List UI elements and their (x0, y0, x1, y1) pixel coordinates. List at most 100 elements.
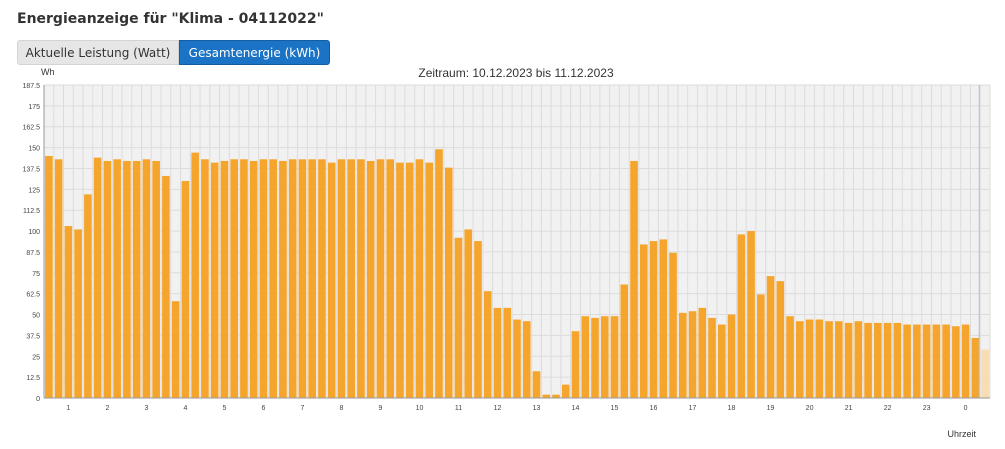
bar[interactable] (425, 162, 434, 398)
bar[interactable] (903, 324, 911, 398)
bar[interactable] (669, 252, 677, 398)
bar[interactable] (513, 319, 521, 398)
bar[interactable] (844, 322, 853, 398)
bar[interactable] (874, 322, 882, 398)
bar[interactable] (659, 239, 668, 398)
bar[interactable] (347, 159, 356, 398)
bar[interactable] (454, 237, 463, 398)
bar[interactable] (288, 159, 297, 398)
bar[interactable] (103, 160, 112, 398)
bar[interactable] (386, 159, 395, 398)
bar[interactable] (571, 331, 580, 398)
bar[interactable] (639, 244, 648, 398)
bar[interactable] (854, 321, 863, 398)
bar[interactable] (54, 159, 63, 398)
bar[interactable] (142, 159, 151, 398)
bar[interactable] (883, 322, 892, 398)
bar[interactable] (561, 384, 570, 398)
bar[interactable] (600, 316, 609, 398)
bar[interactable] (74, 229, 82, 398)
bar[interactable] (913, 324, 921, 398)
bar[interactable] (435, 149, 443, 398)
bar[interactable] (698, 307, 707, 398)
bar[interactable] (415, 159, 424, 398)
bar[interactable] (747, 231, 755, 398)
bar[interactable] (591, 317, 599, 398)
bar[interactable] (952, 326, 960, 398)
bar[interactable] (366, 160, 375, 398)
bar[interactable] (718, 324, 726, 398)
bar[interactable] (766, 276, 775, 398)
bar[interactable] (240, 159, 248, 398)
bar[interactable] (961, 324, 970, 398)
bar[interactable] (474, 241, 482, 398)
bar[interactable] (132, 160, 141, 398)
bar[interactable] (678, 312, 687, 398)
bar[interactable] (522, 321, 531, 398)
bar[interactable] (318, 159, 326, 398)
bar[interactable] (269, 159, 277, 398)
bar[interactable] (864, 322, 872, 398)
bar[interactable] (483, 291, 492, 398)
bar[interactable] (503, 307, 512, 398)
bar[interactable] (493, 307, 502, 398)
bar[interactable] (220, 160, 229, 398)
bar[interactable] (649, 241, 658, 398)
bar[interactable] (796, 321, 804, 398)
bar[interactable] (708, 317, 716, 398)
bar[interactable] (210, 162, 219, 398)
bar[interactable] (688, 311, 697, 398)
bar[interactable] (337, 159, 346, 398)
bar[interactable] (162, 175, 170, 398)
bar[interactable] (405, 162, 414, 398)
tab-current-power[interactable]: Aktuelle Leistung (Watt) (17, 40, 179, 65)
bar[interactable] (552, 394, 560, 398)
bar[interactable] (123, 160, 131, 398)
bar[interactable] (396, 162, 404, 398)
bar[interactable] (737, 234, 746, 398)
bar[interactable] (64, 226, 73, 398)
bar[interactable] (84, 194, 92, 398)
bar[interactable] (357, 159, 365, 398)
bar[interactable] (464, 229, 473, 398)
bar[interactable] (279, 160, 287, 398)
bar[interactable] (932, 324, 941, 398)
bar[interactable] (893, 322, 902, 398)
bar[interactable] (620, 284, 629, 398)
bar[interactable] (727, 314, 736, 398)
y-tick-label: 112.5 (23, 208, 40, 215)
bar[interactable] (825, 321, 833, 398)
bar[interactable] (815, 319, 824, 398)
bar[interactable] (581, 316, 590, 398)
bar[interactable] (376, 159, 385, 398)
bar[interactable] (93, 157, 102, 398)
bar[interactable] (308, 159, 316, 398)
bar[interactable] (152, 160, 160, 398)
bar[interactable] (298, 159, 307, 398)
bar[interactable] (327, 162, 336, 398)
bar[interactable] (786, 316, 794, 398)
bar[interactable] (942, 324, 950, 398)
bar[interactable] (181, 180, 190, 398)
bar[interactable] (805, 319, 814, 398)
tab-total-energy[interactable]: Gesamtenergie (kWh) (179, 40, 330, 65)
bar[interactable] (259, 159, 268, 398)
bar[interactable] (532, 371, 541, 398)
bar[interactable] (191, 152, 199, 398)
bar[interactable] (113, 159, 121, 398)
bar[interactable] (230, 159, 238, 398)
bar[interactable] (835, 321, 843, 398)
bar[interactable] (249, 160, 258, 398)
bar[interactable] (922, 324, 931, 398)
bar[interactable] (45, 155, 53, 398)
bar[interactable] (610, 316, 619, 398)
bar[interactable] (201, 159, 209, 398)
bar[interactable] (630, 160, 638, 398)
bar[interactable] (981, 349, 989, 398)
bar[interactable] (171, 301, 180, 398)
bar[interactable] (444, 167, 453, 398)
bar[interactable] (776, 281, 785, 398)
bar[interactable] (971, 337, 980, 398)
bar[interactable] (542, 394, 551, 398)
bar[interactable] (757, 294, 765, 398)
